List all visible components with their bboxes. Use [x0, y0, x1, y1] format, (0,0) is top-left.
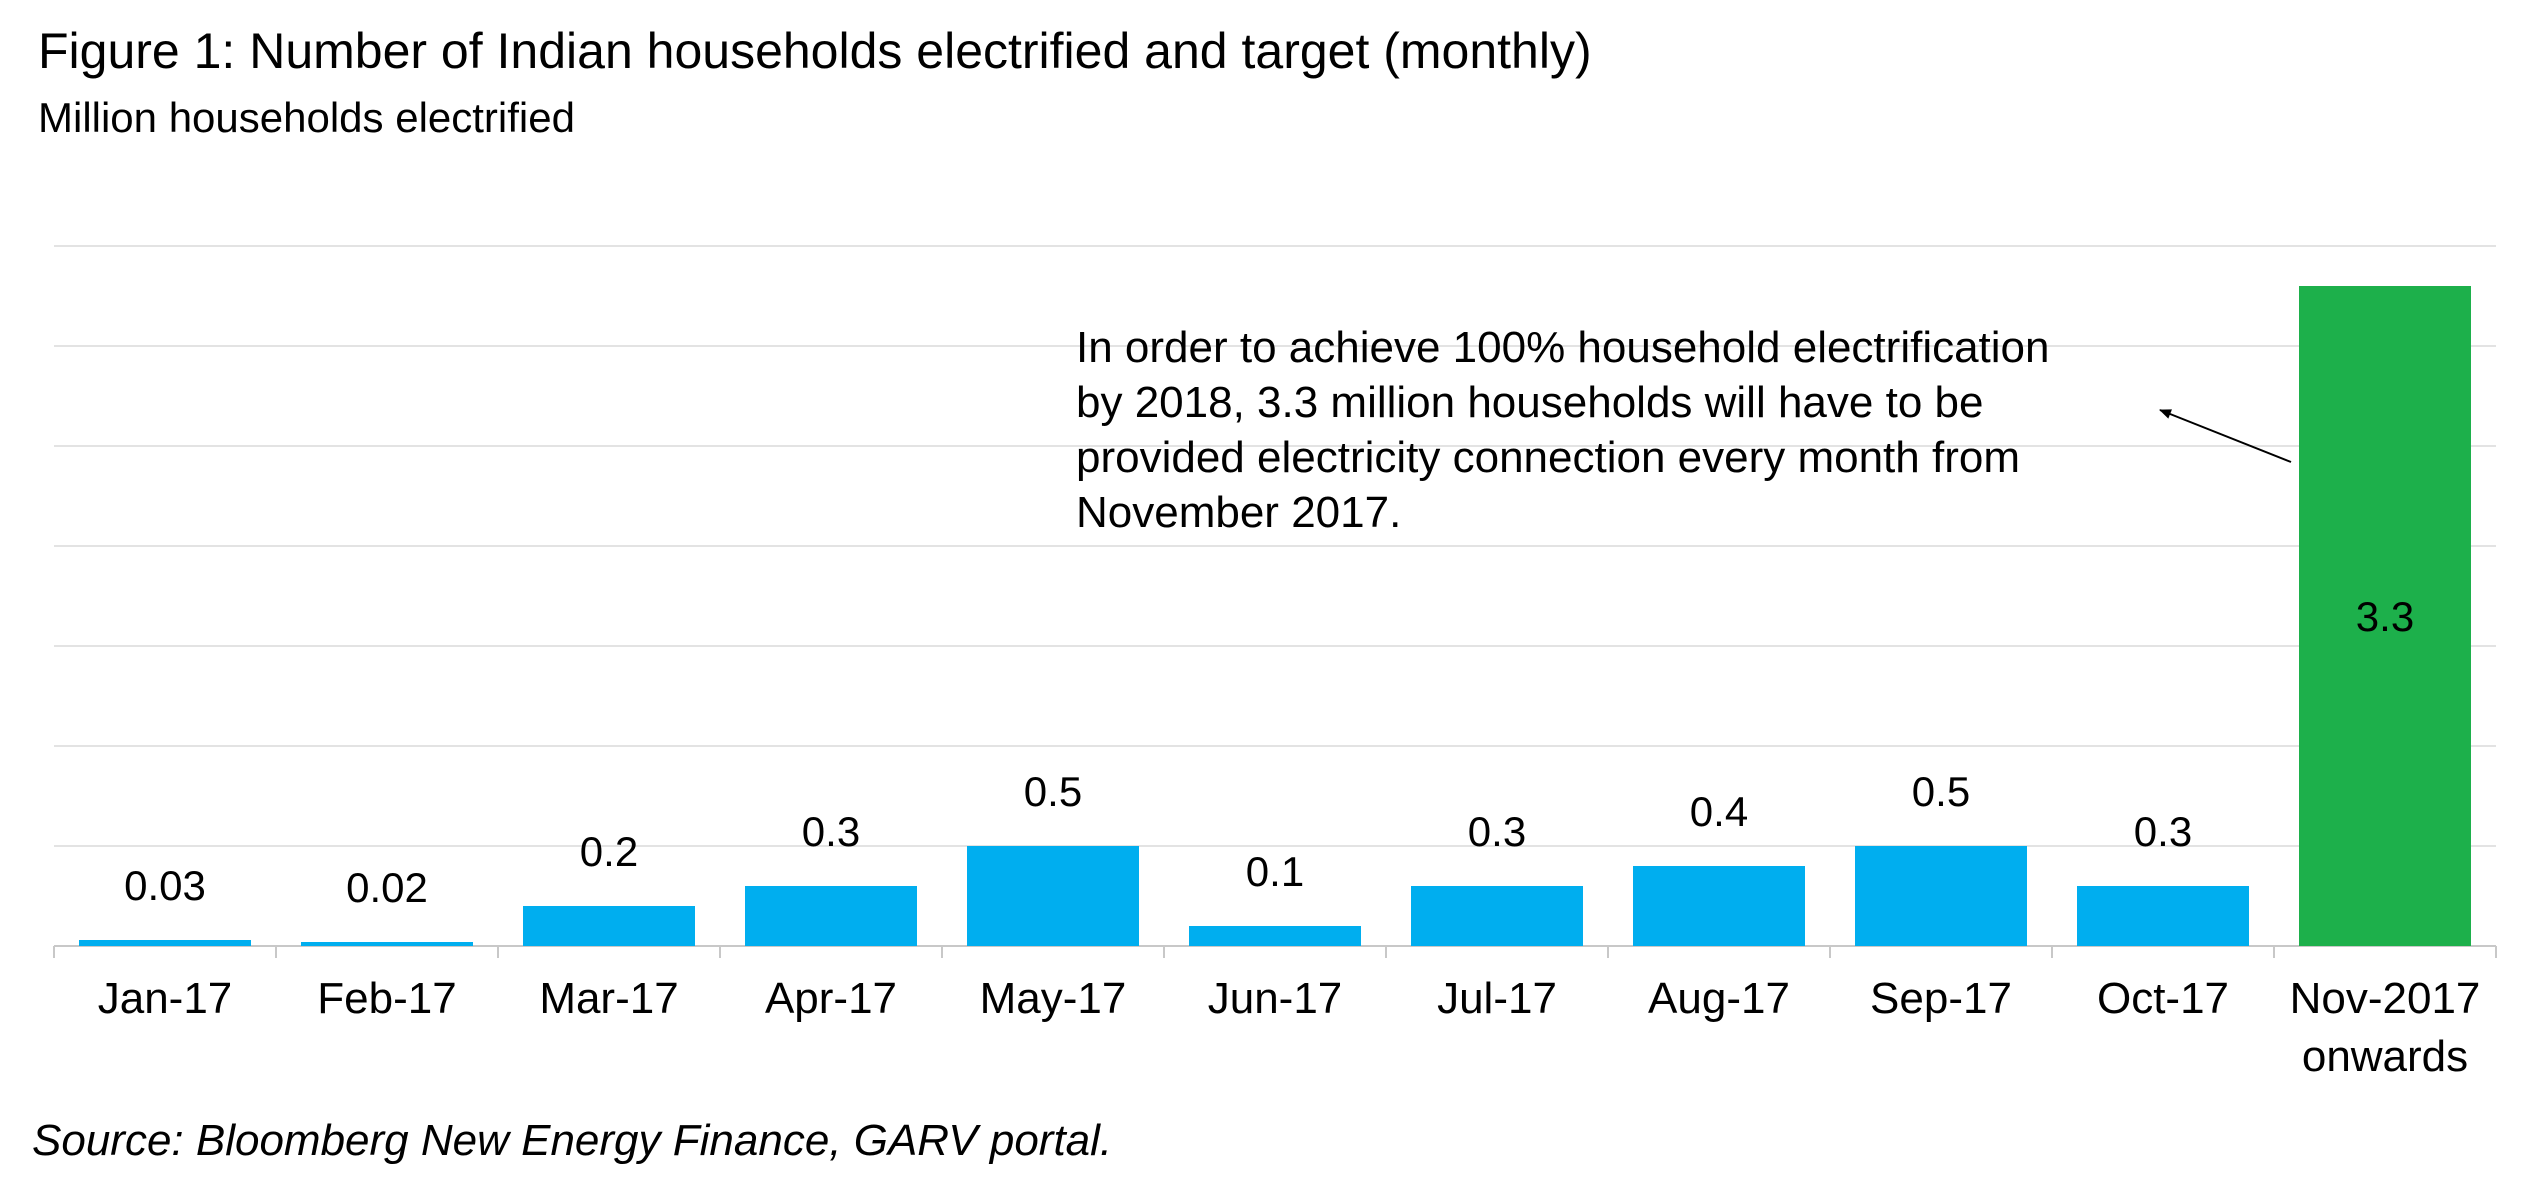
bar-mar-17 [523, 906, 695, 946]
bar-sep-17 [1855, 846, 2027, 946]
chart-subtitle: Million households electrified [38, 94, 575, 141]
x-tick-label: Jul-17 [1437, 974, 1557, 1023]
data-label: 0.1 [1246, 848, 1304, 895]
annotation: In order to achieve 100% household elect… [1076, 323, 2292, 537]
bar-oct-17 [2077, 886, 2249, 946]
annotation-line: by 2018, 3.3 million households will hav… [1076, 378, 1983, 427]
data-label: 0.3 [2134, 808, 2192, 855]
data-label: 3.3 [2356, 593, 2414, 640]
bar-jul-17 [1411, 886, 1583, 946]
annotation-arrow [2159, 409, 2292, 463]
bar-apr-17 [745, 886, 917, 946]
bar-aug-17 [1633, 866, 1805, 946]
data-label: 0.03 [124, 862, 206, 909]
bars [79, 286, 2471, 946]
x-tick-label: Oct-17 [2097, 974, 2229, 1023]
bar-nov-2017-onwards [2299, 286, 2471, 946]
x-tick-label: Nov-2017 [2290, 974, 2481, 1023]
annotation-line: In order to achieve 100% household elect… [1076, 323, 2050, 372]
annotation-text: In order to achieve 100% household elect… [1076, 323, 2050, 537]
bar-may-17 [967, 846, 1139, 946]
bar-jun-17 [1189, 926, 1361, 946]
x-axis-ticks: Jan-17 Feb-17 Mar-17 Apr-17 May-17 Jun-17 Jul-… [98, 974, 2481, 1081]
x-tick-label: onwards [2302, 1032, 2468, 1081]
data-label: 0.2 [580, 828, 638, 875]
x-tick-label: Apr-17 [765, 974, 897, 1023]
data-labels: 0.03 0.02 0.2 0.3 0.5 0.1 0.3 0.4 0.5 0.3 3.3 [124, 593, 2414, 911]
source-note: Source: Bloomberg New Energy Finance, GA… [32, 1116, 1113, 1165]
bar-feb-17 [301, 942, 473, 946]
x-tick-label: Mar-17 [539, 974, 678, 1023]
data-label: 0.5 [1024, 768, 1082, 815]
data-label: 0.4 [1690, 788, 1748, 835]
x-tick-label: May-17 [980, 974, 1127, 1023]
data-label: 0.5 [1912, 768, 1970, 815]
x-tick-label: Jun-17 [1208, 974, 1343, 1023]
x-tick-label: Feb-17 [317, 974, 456, 1023]
bar-jan-17 [79, 940, 251, 946]
x-tick-label: Jan-17 [98, 974, 233, 1023]
data-label: 0.3 [802, 808, 860, 855]
data-label: 0.3 [1468, 808, 1526, 855]
data-label: 0.02 [346, 864, 428, 911]
x-tick-label: Sep-17 [1870, 974, 2012, 1023]
chart-title: Figure 1: Number of Indian households el… [38, 23, 1592, 79]
x-tick-label: Aug-17 [1648, 974, 1790, 1023]
annotation-line: provided electricity connection every mo… [1076, 433, 2020, 482]
annotation-line: November 2017. [1076, 488, 1401, 537]
